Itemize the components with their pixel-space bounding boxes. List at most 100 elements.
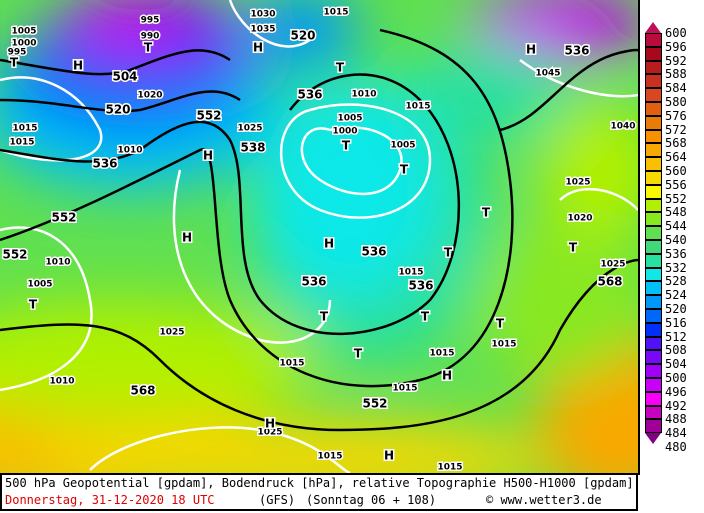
legend-swatch bbox=[645, 33, 662, 47]
legend-swatch bbox=[645, 157, 662, 171]
high-pressure-marker: H bbox=[73, 59, 83, 73]
legend-label: 560 bbox=[665, 164, 687, 178]
isobar-label: 1005 bbox=[390, 141, 415, 151]
high-pressure-marker: H bbox=[526, 43, 536, 57]
legend-label: 584 bbox=[665, 81, 687, 96]
geopotential-label: 536 bbox=[92, 157, 117, 171]
legend-swatch bbox=[645, 88, 662, 102]
isobar-label: 1010 bbox=[117, 146, 142, 156]
legend-swatch bbox=[645, 129, 662, 144]
isobar-label: 1005 bbox=[27, 280, 52, 290]
legend-label: 576 bbox=[665, 108, 687, 123]
isobar-label: 1010 bbox=[49, 377, 74, 387]
legend-label: 528 bbox=[665, 274, 687, 289]
isobar-label: 1025 bbox=[237, 124, 262, 134]
isobar-label: 1025 bbox=[159, 328, 184, 338]
legend-swatch bbox=[645, 336, 662, 351]
legend-swatch bbox=[645, 419, 662, 434]
legend-bottom-arrow bbox=[645, 433, 661, 445]
isobar-label: 1025 bbox=[257, 428, 282, 438]
isobar-label: 1015 bbox=[392, 384, 417, 394]
legend-swatch bbox=[645, 46, 662, 61]
isobar-label: 1015 bbox=[317, 452, 342, 462]
low-pressure-marker: T bbox=[336, 61, 345, 75]
high-pressure-marker: H bbox=[324, 237, 334, 251]
map-canvas: 1005100099599599010301035101510101005100… bbox=[0, 0, 638, 473]
geopotential-label: 552 bbox=[196, 109, 221, 123]
legend-swatch bbox=[645, 364, 662, 378]
legend-swatch bbox=[645, 212, 662, 227]
legend-swatch bbox=[645, 350, 662, 365]
isobar-label: 1015 bbox=[398, 268, 423, 278]
low-pressure-marker: T bbox=[144, 41, 153, 55]
high-pressure-marker: H bbox=[203, 149, 213, 163]
legend-swatch bbox=[645, 171, 662, 185]
isobar-label: 1005 bbox=[337, 114, 362, 124]
isobar-label: 1045 bbox=[535, 69, 560, 79]
geopotential-label: 536 bbox=[408, 279, 433, 293]
legend-label: 588 bbox=[665, 67, 687, 82]
isobar-label: 1000 bbox=[11, 39, 36, 49]
isobar-label: 1015 bbox=[429, 349, 454, 359]
legend-swatch bbox=[645, 143, 662, 158]
geopotential-label: 552 bbox=[2, 248, 27, 262]
legend-swatch bbox=[645, 378, 662, 392]
pressure-isobars bbox=[0, 0, 638, 473]
legend-swatch bbox=[645, 102, 662, 116]
isobar-label: 995 bbox=[141, 16, 160, 26]
legend-label: 592 bbox=[665, 53, 687, 68]
low-pressure-marker: T bbox=[354, 347, 363, 361]
legend-label: 552 bbox=[665, 191, 687, 206]
copyright-link[interactable]: © www.wetter3.de bbox=[486, 493, 602, 507]
isobar-label: 990 bbox=[141, 32, 160, 42]
legend-label: 492 bbox=[665, 398, 687, 413]
isobar-label: 1015 bbox=[9, 138, 34, 148]
legend-swatch bbox=[645, 60, 662, 75]
legend-label: 524 bbox=[665, 288, 687, 303]
legend-label: 504 bbox=[665, 357, 687, 372]
geopotential-label: 536 bbox=[564, 44, 589, 58]
isobar-label: 1020 bbox=[567, 214, 592, 224]
valid-date: Donnerstag, 31-12-2020 18 UTC bbox=[5, 493, 215, 507]
legend-label: 600 bbox=[665, 26, 687, 40]
geopotential-label: 520 bbox=[105, 103, 130, 117]
geopotential-label: 536 bbox=[361, 245, 386, 259]
legend-label: 540 bbox=[665, 233, 687, 247]
legend-label: 484 bbox=[665, 426, 687, 441]
legend-label: 520 bbox=[665, 302, 687, 316]
geopotential-label: 538 bbox=[240, 141, 265, 155]
geopotential-label: 568 bbox=[130, 384, 155, 398]
isobar-label: 1015 bbox=[323, 8, 348, 18]
low-pressure-marker: T bbox=[10, 56, 19, 70]
isobar-label: 1015 bbox=[491, 340, 516, 350]
legend-label: 572 bbox=[665, 122, 687, 137]
legend-top-arrow bbox=[645, 22, 661, 33]
isobar-label: 1015 bbox=[405, 102, 430, 112]
low-pressure-marker: T bbox=[569, 241, 578, 255]
geopotential-label: 520 bbox=[290, 29, 315, 43]
isobar-label: 1015 bbox=[279, 359, 304, 369]
legend-label: 564 bbox=[665, 150, 687, 165]
low-pressure-marker: T bbox=[444, 246, 453, 260]
legend-swatch bbox=[645, 226, 662, 240]
isobar-label: 1020 bbox=[137, 91, 162, 101]
low-pressure-marker: T bbox=[29, 298, 38, 312]
map-labels: 1005100099599599010301035101510101005100… bbox=[1, 6, 637, 473]
legend-swatch bbox=[645, 184, 662, 199]
isobar-label: 1005 bbox=[11, 27, 36, 37]
low-pressure-marker: T bbox=[496, 317, 505, 331]
low-pressure-marker: T bbox=[482, 206, 491, 220]
legend-label: 556 bbox=[665, 177, 687, 192]
model-run: (Sonntag 06 + 108) bbox=[306, 493, 437, 507]
map-footer: 500 hPa Geopotential [gpdam], Bodendruck… bbox=[0, 475, 638, 511]
color-legend: 600 596 592 588 584 580 576 572 568 564 560 556 552 5… bbox=[640, 22, 704, 462]
high-pressure-marker: H bbox=[442, 369, 452, 383]
legend-label: 500 bbox=[665, 371, 687, 385]
isobar-label: 1000 bbox=[332, 127, 357, 137]
legend-swatch bbox=[645, 405, 662, 420]
high-pressure-marker: H bbox=[265, 417, 275, 431]
legend-swatch bbox=[645, 295, 662, 309]
legend-swatch bbox=[645, 115, 662, 130]
map-title: 500 hPa Geopotential [gpdam], Bodendruck… bbox=[5, 476, 634, 490]
legend-label: 480 bbox=[665, 440, 687, 454]
